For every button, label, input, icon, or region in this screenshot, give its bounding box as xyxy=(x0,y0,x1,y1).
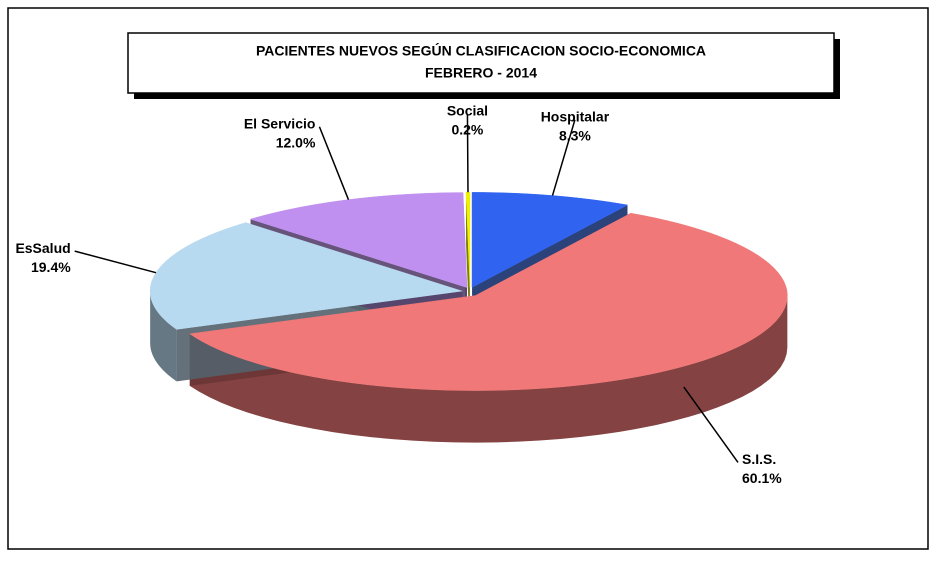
slice-value-label: 19.4% xyxy=(31,259,71,275)
leader-line xyxy=(683,386,739,463)
slice-label: El Servicio xyxy=(244,115,316,131)
slice-value-label: 12.0% xyxy=(276,134,316,150)
slice xyxy=(471,192,629,288)
chart-title: PACIENTES NUEVOS SEGÚN CLASIFICACION SOC… xyxy=(256,42,706,59)
slice-label: Social xyxy=(447,103,488,119)
leader-line xyxy=(551,119,576,196)
slice-value-label: 60.1% xyxy=(742,470,782,486)
slice-label: EsSalud xyxy=(15,240,70,256)
leader-line xyxy=(318,126,350,200)
chart-subtitle: FEBRERO - 2014 xyxy=(425,65,537,81)
slice xyxy=(149,222,463,330)
slice-side xyxy=(150,291,177,382)
title-box xyxy=(127,32,835,94)
slice-side xyxy=(189,295,788,443)
leader-line xyxy=(74,250,157,274)
slice-value-label: 0.2% xyxy=(451,122,483,138)
slice xyxy=(465,191,471,288)
slice-value-label: 8.3% xyxy=(559,127,591,143)
slice xyxy=(189,212,788,391)
slice-label: Hospitalar xyxy=(541,108,610,124)
slice-label: S.I.S. xyxy=(742,451,776,467)
leader-line xyxy=(466,113,469,193)
